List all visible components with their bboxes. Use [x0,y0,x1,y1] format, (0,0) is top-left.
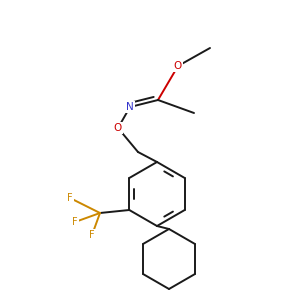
Text: F: F [72,217,78,227]
Text: O: O [174,61,182,71]
Text: F: F [67,193,73,203]
Text: F: F [89,230,95,240]
Text: N: N [126,102,134,112]
Text: O: O [114,123,122,133]
